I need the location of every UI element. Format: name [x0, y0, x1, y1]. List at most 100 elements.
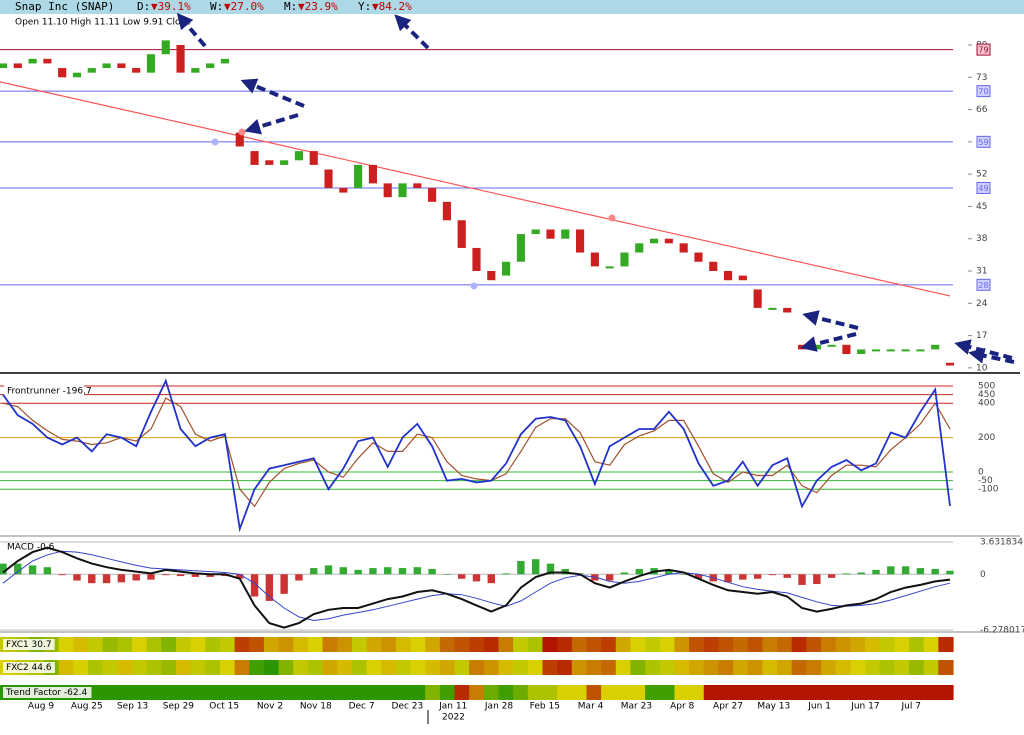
- heat-cell: [175, 660, 192, 675]
- x-tick-label: Apr 8: [670, 702, 694, 712]
- label-bg: [3, 639, 55, 650]
- candle-body: [206, 63, 215, 69]
- histogram-bar: [813, 574, 821, 585]
- heat-cell: [865, 660, 881, 675]
- heat-cell: [190, 660, 206, 675]
- heat-cell: [234, 637, 250, 652]
- histogram-bar: [191, 574, 200, 577]
- candle-body: [738, 275, 747, 281]
- heat-cell: [498, 685, 514, 700]
- candle-body: [250, 151, 259, 165]
- histogram-bar: [295, 574, 303, 581]
- heat-cell: [733, 637, 749, 652]
- heat-cell: [821, 660, 837, 675]
- candle-body: [797, 344, 807, 350]
- candle-body: [442, 201, 451, 221]
- heat-cell: [117, 685, 133, 700]
- heat-cell: [469, 685, 485, 700]
- heat-cell: [351, 685, 368, 700]
- anchor-dot: [470, 282, 478, 290]
- histogram-bar: [88, 574, 96, 584]
- candle-body: [102, 63, 111, 69]
- heat-cell: [439, 685, 456, 700]
- heat-cell: [718, 660, 734, 675]
- heat-cell: [131, 637, 148, 652]
- candle-body: [383, 183, 392, 198]
- change-value: ▼39.1%: [151, 0, 191, 13]
- heat-cell: [645, 685, 661, 700]
- heat-cell: [850, 685, 866, 700]
- x-tick-label: Sep 29: [163, 702, 195, 712]
- heat-cell: [322, 637, 338, 652]
- heat-cell: [659, 660, 676, 675]
- heat-cell: [571, 660, 588, 675]
- candle-body: [132, 68, 141, 73]
- heat-cell: [483, 637, 500, 652]
- x-tick-label: Sep 13: [117, 702, 148, 712]
- candle-body: [901, 349, 910, 352]
- candle-body: [13, 63, 22, 69]
- heat-cell: [410, 637, 426, 652]
- histogram-bar: [443, 574, 451, 575]
- heat-cell: [234, 660, 250, 675]
- heat-cell: [307, 637, 324, 652]
- histogram-bar: [339, 567, 348, 575]
- candle-body: [931, 344, 940, 350]
- heat-cell: [542, 637, 558, 652]
- change-label: Y:: [358, 0, 371, 13]
- histogram-bar: [384, 567, 392, 575]
- heat-cell: [263, 637, 280, 652]
- heat-cell: [777, 637, 793, 652]
- heat-cell: [791, 660, 807, 675]
- heat-cell: [865, 637, 881, 652]
- histogram-bar: [665, 569, 673, 575]
- heat-cell: [821, 637, 837, 652]
- histogram-bar: [827, 574, 836, 578]
- candle-body: [354, 164, 363, 188]
- histogram-bar: [280, 574, 288, 594]
- level-label: 79: [978, 46, 988, 55]
- heat-cell: [821, 685, 837, 700]
- heat-cell: [806, 685, 822, 700]
- panel-label: MACD -0.6: [7, 543, 55, 553]
- heat-cell: [381, 660, 397, 675]
- heat-cell: [615, 685, 632, 700]
- heat-cell: [205, 637, 221, 652]
- heat-cell: [175, 637, 192, 652]
- histogram-bar: [472, 574, 481, 582]
- annotation-arrow: [954, 339, 1013, 360]
- header-bar: [0, 0, 1024, 14]
- x-tick-label: Jul 7: [900, 702, 920, 712]
- heat-cell: [630, 637, 646, 652]
- y-tick-label: 24: [976, 299, 988, 309]
- heat-cell: [395, 660, 412, 675]
- annotation-arrow: [800, 332, 857, 352]
- heat-cell: [527, 685, 544, 700]
- candle-body: [886, 349, 895, 352]
- histogram-bar: [162, 574, 170, 576]
- heat-cell: [542, 685, 558, 700]
- histogram-bar: [310, 568, 318, 575]
- x-tick-label: Aug 25: [71, 702, 103, 712]
- candle-body: [220, 58, 230, 64]
- histogram-bar: [635, 568, 643, 575]
- heat-cell: [322, 660, 338, 675]
- heat-cell: [879, 660, 895, 675]
- heat-cell: [645, 660, 661, 675]
- heat-cell: [835, 637, 851, 652]
- histogram-bar: [842, 573, 851, 575]
- x-tick-label: Mar 4: [578, 702, 604, 712]
- histogram-bar: [43, 567, 52, 575]
- heat-cell: [557, 660, 573, 675]
- histogram-bar: [679, 574, 688, 575]
- histogram-bar: [0, 563, 7, 575]
- heat-cell: [909, 660, 925, 675]
- heat-cell: [703, 637, 720, 652]
- candle-body: [546, 229, 555, 239]
- heat-cell: [307, 685, 324, 700]
- level-label: 70: [978, 87, 988, 96]
- plot-area: 1017243138455259667380797059492850045040…: [0, 40, 1024, 712]
- y-tick-label: 0: [980, 570, 986, 580]
- histogram-bar: [14, 563, 22, 575]
- histogram-bar: [487, 574, 495, 584]
